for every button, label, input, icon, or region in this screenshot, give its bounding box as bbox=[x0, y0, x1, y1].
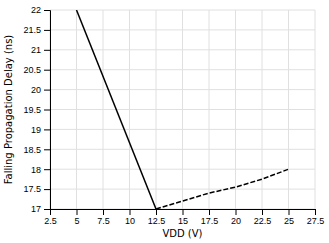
tick: 17.5 bbox=[23, 184, 50, 194]
tick: 22.5 bbox=[254, 209, 272, 226]
tick-mark bbox=[44, 10, 50, 11]
tick: 5 bbox=[74, 209, 79, 226]
tick: 17.5 bbox=[201, 209, 219, 226]
tick-label: 22 bbox=[31, 5, 41, 15]
tick-mark bbox=[103, 209, 104, 215]
grid-line bbox=[50, 169, 315, 170]
tick-mark bbox=[44, 149, 50, 150]
y-axis-title: Falling Propagation Delay (ns) bbox=[3, 35, 14, 185]
x-axis-title: VDD (V) bbox=[162, 228, 202, 239]
tick: 18 bbox=[31, 165, 50, 175]
tick-mark bbox=[44, 30, 50, 31]
tick: 15 bbox=[178, 209, 188, 226]
tick-label: 2.5 bbox=[44, 216, 57, 226]
axis-line bbox=[51, 210, 316, 216]
tick: 19.5 bbox=[23, 105, 50, 115]
grid-line bbox=[50, 29, 315, 30]
tick: 10 bbox=[125, 209, 135, 226]
y-axis: 17 17.5 18 18.5 19 19.5 20 20.5 21 21.5 22 bbox=[23, 5, 50, 214]
grid-line bbox=[50, 89, 315, 90]
tick: 12.5 bbox=[148, 209, 166, 226]
line bbox=[156, 169, 289, 209]
grid-line bbox=[50, 49, 315, 50]
grid-line bbox=[50, 10, 315, 11]
axis-line bbox=[44, 11, 51, 210]
tick-label: 21.5 bbox=[23, 25, 41, 35]
tick: 19 bbox=[31, 125, 50, 135]
tick: 20.5 bbox=[23, 65, 50, 75]
grid-line bbox=[50, 129, 315, 130]
tick: 25 bbox=[284, 209, 294, 226]
grid-line bbox=[50, 109, 315, 110]
tick-label: 19 bbox=[31, 125, 41, 135]
tick: 18.5 bbox=[23, 145, 50, 155]
x-axis: 2.5 5 7.5 10 12.5 15 17.5 20 22.5 25 27.5 bbox=[44, 209, 324, 226]
tick-mark bbox=[183, 209, 184, 215]
tick-mark bbox=[44, 50, 50, 51]
tick-label: 10 bbox=[125, 216, 135, 226]
tick: 2.5 bbox=[44, 209, 57, 226]
tick: 17 bbox=[31, 204, 50, 214]
tick-label: 17.5 bbox=[201, 216, 219, 226]
tick-label: 20.5 bbox=[23, 65, 41, 75]
tick: 22 bbox=[31, 5, 50, 15]
tick: 20 bbox=[31, 85, 50, 95]
tick-label: 7.5 bbox=[97, 216, 110, 226]
tick-mark bbox=[44, 169, 50, 170]
tick-label: 18 bbox=[31, 165, 41, 175]
grid-line bbox=[50, 149, 315, 150]
tick-label: 12.5 bbox=[148, 216, 166, 226]
line bbox=[77, 10, 157, 209]
tick-mark bbox=[236, 209, 237, 215]
tick-mark bbox=[262, 209, 263, 215]
tick: 7.5 bbox=[97, 209, 110, 226]
tick-label: 19.5 bbox=[23, 105, 41, 115]
tick-label: 21 bbox=[31, 45, 41, 55]
tick-label: 17 bbox=[31, 204, 41, 214]
tick-mark bbox=[44, 209, 50, 210]
plot: 2.557.51012.51517.52022.52527.51717.5181… bbox=[23, 5, 324, 226]
tick-label: 25 bbox=[284, 216, 294, 226]
tick-label: 20 bbox=[231, 216, 241, 226]
tick-mark bbox=[209, 209, 210, 215]
tick-label: 15 bbox=[178, 216, 188, 226]
tick-mark bbox=[315, 209, 316, 215]
tick: 27.5 bbox=[307, 209, 325, 226]
tick-mark bbox=[44, 90, 50, 91]
tick-label: 5 bbox=[74, 216, 79, 226]
tick: 21.5 bbox=[23, 25, 50, 35]
lines bbox=[77, 10, 289, 209]
tick-label: 17.5 bbox=[23, 184, 41, 194]
tick-label: 27.5 bbox=[307, 216, 325, 226]
tick-mark bbox=[44, 70, 50, 71]
grid bbox=[50, 10, 315, 209]
tick-label: 18.5 bbox=[23, 145, 41, 155]
tick-label: 22.5 bbox=[254, 216, 272, 226]
tick: 21 bbox=[31, 45, 50, 55]
tick-mark bbox=[44, 110, 50, 111]
tick-mark bbox=[289, 209, 290, 215]
grid-line bbox=[50, 69, 315, 70]
tick-label: 20 bbox=[31, 85, 41, 95]
tick: 20 bbox=[231, 209, 241, 226]
tick-mark bbox=[77, 209, 78, 215]
tick-mark bbox=[130, 209, 131, 215]
tick-mark bbox=[156, 209, 157, 215]
grid-line bbox=[50, 189, 315, 190]
tick-mark bbox=[44, 189, 50, 190]
chart: 2.557.51012.51517.52022.52527.51717.5181… bbox=[0, 0, 329, 243]
tick-mark bbox=[44, 129, 50, 130]
